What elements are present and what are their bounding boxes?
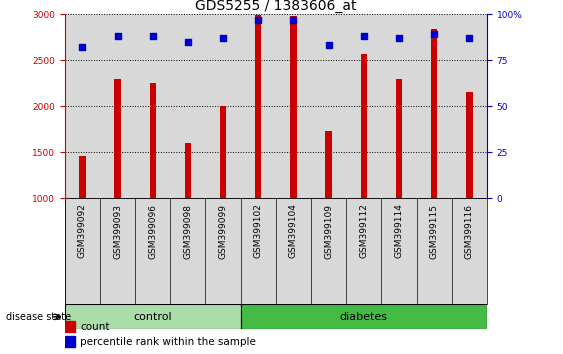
Point bbox=[289, 17, 298, 23]
Point bbox=[254, 17, 263, 23]
Bar bbox=[255, 15, 261, 198]
Text: GSM399116: GSM399116 bbox=[465, 204, 474, 258]
Bar bbox=[114, 79, 120, 198]
Text: GSM399115: GSM399115 bbox=[430, 204, 439, 258]
Text: GSM399109: GSM399109 bbox=[324, 204, 333, 258]
Point bbox=[218, 35, 227, 41]
Text: GSM399112: GSM399112 bbox=[359, 204, 368, 258]
Text: GSM399114: GSM399114 bbox=[395, 204, 404, 258]
Bar bbox=[185, 143, 191, 198]
Text: GSM399102: GSM399102 bbox=[254, 204, 263, 258]
Text: diabetes: diabetes bbox=[340, 312, 388, 322]
Text: GSM399096: GSM399096 bbox=[148, 204, 157, 258]
Text: GSM399093: GSM399093 bbox=[113, 204, 122, 258]
Text: GSM399104: GSM399104 bbox=[289, 204, 298, 258]
Bar bbox=[150, 83, 156, 198]
Point bbox=[113, 33, 122, 39]
Point bbox=[184, 39, 193, 45]
Bar bbox=[65, 304, 241, 329]
Bar bbox=[220, 106, 226, 198]
Bar bbox=[396, 79, 402, 198]
Bar bbox=[79, 156, 86, 198]
Bar bbox=[241, 304, 487, 329]
Point bbox=[359, 33, 368, 39]
Text: GSM399098: GSM399098 bbox=[184, 204, 193, 258]
Point bbox=[465, 35, 474, 41]
Bar bbox=[291, 16, 297, 198]
Point bbox=[430, 32, 439, 37]
Bar bbox=[325, 131, 332, 198]
Text: percentile rank within the sample: percentile rank within the sample bbox=[80, 337, 256, 347]
Bar bbox=[65, 336, 75, 347]
Text: disease state: disease state bbox=[6, 312, 71, 322]
Point bbox=[148, 33, 157, 39]
Text: GSM399099: GSM399099 bbox=[218, 204, 227, 258]
Bar bbox=[361, 54, 367, 198]
Point bbox=[395, 35, 404, 41]
Text: control: control bbox=[133, 312, 172, 322]
Bar bbox=[466, 92, 472, 198]
Bar bbox=[65, 321, 75, 332]
Text: GSM399092: GSM399092 bbox=[78, 204, 87, 258]
Bar bbox=[431, 29, 437, 198]
Title: GDS5255 / 1383606_at: GDS5255 / 1383606_at bbox=[195, 0, 356, 13]
Point bbox=[78, 45, 87, 50]
Point bbox=[324, 42, 333, 48]
Text: count: count bbox=[80, 321, 109, 332]
